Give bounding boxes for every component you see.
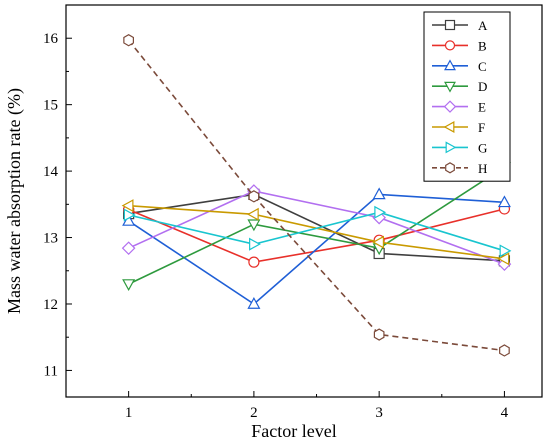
series-line-a [128, 193, 505, 262]
series-line-g [128, 211, 505, 252]
legend-label: E [478, 100, 486, 115]
legend-box [423, 11, 511, 182]
x-tick-label: 2 [250, 405, 258, 421]
data-point-c [247, 296, 261, 309]
y-tick-label: 12 [43, 297, 58, 313]
series-c [122, 187, 511, 309]
legend-marker [444, 81, 456, 93]
legend-label: A [478, 18, 488, 33]
data-point-e [121, 241, 136, 256]
series-line-d [128, 166, 505, 285]
legend-item-h: H [432, 161, 487, 176]
legend-item-c: C [432, 59, 487, 74]
data-point-c [372, 187, 386, 200]
plot-frame [65, 4, 543, 398]
legend-marker [444, 19, 456, 31]
legend-item-e: E [432, 100, 486, 115]
y-tick-label: 16 [43, 31, 59, 47]
data-point-g [374, 205, 387, 219]
legend-item-b: B [432, 38, 487, 53]
data-point-h [248, 190, 260, 203]
legend-label: H [478, 161, 487, 176]
legend-marker [445, 162, 455, 174]
data-point-h [373, 328, 385, 341]
y-axis-title: Mass water absorption rate (%) [4, 88, 25, 314]
data-point-c [497, 195, 511, 208]
y-tick-label: 11 [44, 363, 58, 379]
data-point-d [247, 219, 261, 232]
legend-marker [443, 100, 457, 113]
series-g [123, 205, 512, 258]
legend-marker [444, 40, 456, 51]
y-tick-label: 15 [43, 98, 58, 114]
legend-label: B [478, 38, 487, 53]
data-point-f [497, 252, 510, 266]
y-tick-label: 13 [43, 231, 58, 247]
data-point-g [123, 208, 136, 222]
legend-item-a: A [432, 18, 488, 33]
series-h [123, 34, 510, 357]
data-point-g [499, 244, 512, 258]
legend-label: D [478, 79, 487, 94]
x-tick-label: 1 [125, 405, 133, 421]
data-point-h [499, 344, 510, 357]
legend-marker [445, 141, 457, 154]
data-point-f [121, 199, 134, 213]
series-line-e [128, 190, 505, 265]
data-point-g [249, 237, 261, 251]
legend-label: C [478, 59, 487, 74]
y-tick-label: 14 [43, 164, 59, 180]
series-d [122, 162, 511, 292]
legend-marker [443, 121, 455, 133]
series-layer [121, 34, 512, 357]
x-axis: 1 2 3 4 [125, 391, 509, 421]
y-axis: 11 12 13 14 15 16 [43, 31, 72, 379]
legend-label: F [478, 120, 485, 135]
data-point-d [122, 279, 136, 292]
x-tick-label: 3 [375, 405, 383, 421]
series-line-h [127, 39, 505, 352]
data-point-f [246, 207, 259, 221]
legend-item-f: F [432, 120, 485, 135]
x-axis-title: Factor level [251, 421, 336, 441]
legend-label: G [478, 140, 487, 155]
data-point-h [123, 34, 134, 47]
series-line-b [128, 208, 505, 263]
legend-item-d: D [432, 79, 487, 94]
series-line-c [128, 193, 505, 306]
legend-marker [444, 59, 456, 71]
data-point-b [248, 256, 260, 268]
x-tick-label: 4 [501, 405, 509, 421]
legend-item-g: G [432, 140, 487, 155]
data-point-f [372, 235, 385, 249]
